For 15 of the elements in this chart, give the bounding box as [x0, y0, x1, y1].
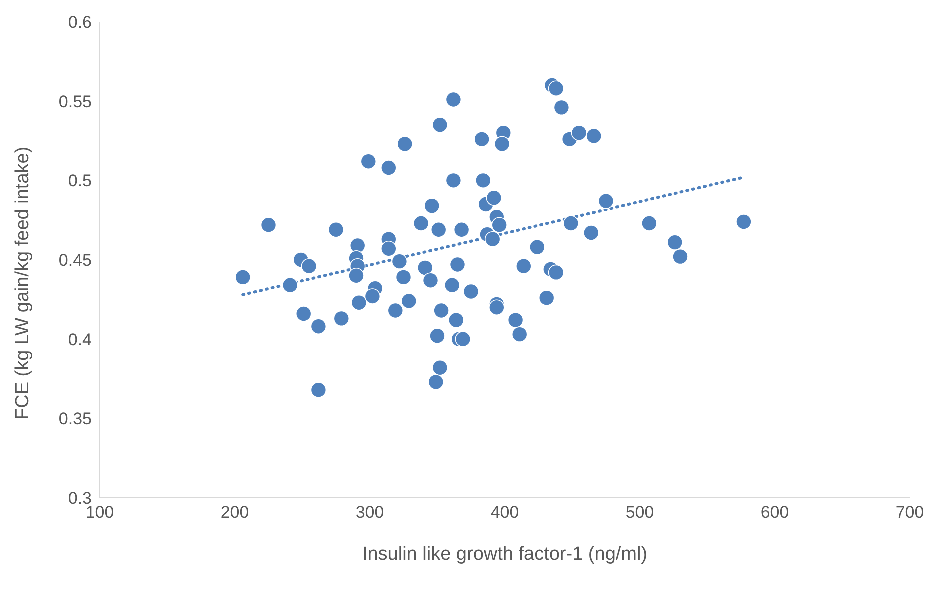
- x-tick-label: 400: [490, 503, 520, 522]
- y-tick-label: 0.6: [68, 13, 92, 32]
- y-tick-label: 0.5: [68, 172, 92, 191]
- x-tick-label: 500: [626, 503, 654, 522]
- x-tick-label: 600: [760, 503, 790, 522]
- x-tick-label: 200: [220, 503, 250, 522]
- x-tick-label: 100: [86, 503, 114, 522]
- x-axis-title: Insulin like growth factor-1 (ng/ml): [362, 544, 648, 565]
- y-tick-label: 0.4: [68, 330, 92, 350]
- y-tick-label: 0.35: [58, 410, 92, 429]
- y-axis-title: FCE (kg LW gain/kg feed intake): [12, 146, 34, 420]
- y-tick-label: 0.55: [58, 92, 92, 112]
- x-tick-label: 700: [896, 503, 924, 522]
- y-tick-label: 0.45: [58, 251, 92, 270]
- x-tick-label: 300: [356, 503, 384, 522]
